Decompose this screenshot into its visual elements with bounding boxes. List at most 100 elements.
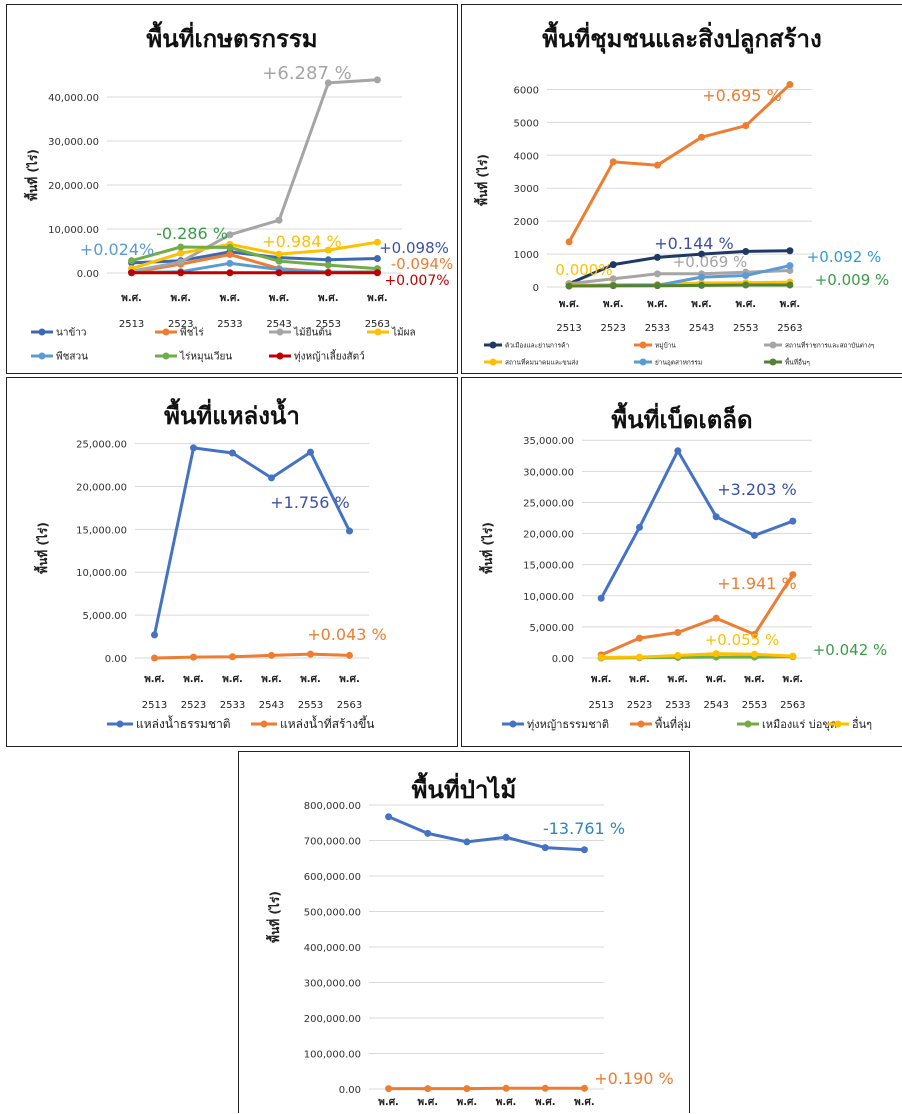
legend-marker xyxy=(39,329,46,336)
y-tick-label: 0.00 xyxy=(552,654,574,665)
legend-marker xyxy=(277,353,284,360)
y-tick-label: 500,000.00 xyxy=(304,908,361,919)
data-point xyxy=(190,654,197,661)
x-tick-label: 2513 xyxy=(142,700,167,711)
y-tick-label: 10,000.00 xyxy=(76,568,127,579)
y-tick-label: 15,000.00 xyxy=(523,561,574,572)
x-tick-label: 2553 xyxy=(298,700,323,711)
y-tick-label: 25,000.00 xyxy=(523,498,574,509)
y-tick-label: 0.00 xyxy=(105,654,127,665)
data-point xyxy=(151,655,158,662)
x-tick-label: 2533 xyxy=(217,319,242,330)
data-point xyxy=(654,162,661,169)
legend-label: ไม้ผล xyxy=(391,327,416,339)
x-tick-prefix: พ.ศ. xyxy=(417,1097,438,1108)
x-tick-prefix: พ.ศ. xyxy=(535,1097,556,1108)
data-point xyxy=(751,651,758,658)
data-point xyxy=(698,134,705,141)
data-point xyxy=(581,1085,588,1092)
legend-label: พืชไร่ xyxy=(180,327,204,339)
data-point xyxy=(610,282,617,289)
x-tick-label: 2553 xyxy=(742,700,767,711)
y-axis-title: พื้นที่ (ไร่) xyxy=(23,149,40,201)
legend-marker xyxy=(375,329,382,336)
data-point xyxy=(742,122,749,129)
y-tick-label: 700,000.00 xyxy=(304,837,361,848)
data-point xyxy=(654,270,661,277)
data-point xyxy=(276,258,283,265)
x-tick-label: 2543 xyxy=(703,700,728,711)
data-point xyxy=(190,444,197,451)
data-point xyxy=(636,635,643,642)
x-tick-prefix: พ.ศ. xyxy=(183,674,204,685)
legend-label: ย่านอุตสาหกรรม xyxy=(655,358,702,366)
annotation-label: -0.286 % xyxy=(156,224,228,243)
y-tick-label: 20,000.00 xyxy=(48,181,99,192)
misc-line-chart: 0.005,000.0010,000.0015,000.0020,000.002… xyxy=(462,378,902,748)
data-point xyxy=(789,653,796,660)
data-point xyxy=(151,631,158,638)
data-point xyxy=(654,282,661,289)
data-point xyxy=(177,250,184,257)
x-tick-prefix: พ.ศ. xyxy=(706,674,727,685)
y-tick-label: 35,000.00 xyxy=(523,436,574,447)
data-point xyxy=(325,269,332,276)
x-tick-prefix: พ.ศ. xyxy=(735,299,756,310)
data-point xyxy=(542,1085,549,1092)
annotation-label: +0.092 % xyxy=(807,248,882,266)
annotation-label: -13.761 % xyxy=(543,819,625,838)
x-tick-prefix: พ.ศ. xyxy=(496,1097,517,1108)
data-point xyxy=(276,251,283,258)
data-point xyxy=(229,450,236,457)
annotation-label: -0.094% xyxy=(391,255,454,273)
x-tick-prefix: พ.ศ. xyxy=(574,1097,595,1108)
annotation-label: +0.144 % xyxy=(654,234,734,253)
data-point xyxy=(226,251,233,258)
legend-label: แหล่งน้ำธรรมชาติ xyxy=(136,715,231,731)
legend-marker xyxy=(117,721,124,728)
legend-label: แหล่งน้ำที่สร้างขึ้น xyxy=(280,715,374,731)
legend-marker xyxy=(510,721,517,728)
series-line xyxy=(569,85,790,242)
x-tick-label: 2533 xyxy=(665,700,690,711)
legend-marker xyxy=(770,359,777,366)
x-tick-prefix: พ.ศ. xyxy=(121,293,142,304)
y-tick-label: 10,000.00 xyxy=(523,592,574,603)
x-tick-prefix: พ.ศ. xyxy=(220,293,241,304)
data-point xyxy=(374,269,381,276)
x-tick-label: 2533 xyxy=(645,323,670,334)
x-tick-prefix: พ.ศ. xyxy=(559,299,580,310)
data-point xyxy=(698,282,705,289)
legend-marker xyxy=(638,721,645,728)
x-tick-label: 2543 xyxy=(266,319,291,330)
data-point xyxy=(598,595,605,602)
data-point xyxy=(674,629,681,636)
y-tick-label: 0 xyxy=(533,283,539,294)
annotation-label: +3.203 % xyxy=(717,480,797,499)
data-point xyxy=(581,846,588,853)
data-point xyxy=(542,844,549,851)
data-point xyxy=(229,653,236,660)
data-point xyxy=(654,254,661,261)
x-tick-label: 2523 xyxy=(601,323,626,334)
x-tick-label: 2533 xyxy=(220,700,245,711)
annotation-label: +0.024% xyxy=(80,240,154,259)
x-tick-prefix: พ.ศ. xyxy=(378,1097,399,1108)
y-tick-label: 400,000.00 xyxy=(304,943,361,954)
data-point xyxy=(610,158,617,165)
data-point xyxy=(177,244,184,251)
data-point xyxy=(226,244,233,251)
data-point xyxy=(786,81,793,88)
x-tick-prefix: พ.ศ. xyxy=(300,674,321,685)
data-point xyxy=(789,518,796,525)
y-tick-label: 5,000.00 xyxy=(82,611,127,622)
y-tick-label: 25,000.00 xyxy=(76,440,127,451)
data-point xyxy=(374,76,381,83)
y-tick-label: 30,000.00 xyxy=(523,467,574,478)
legend-marker xyxy=(835,721,842,728)
data-point xyxy=(636,654,643,661)
data-point xyxy=(177,259,184,266)
